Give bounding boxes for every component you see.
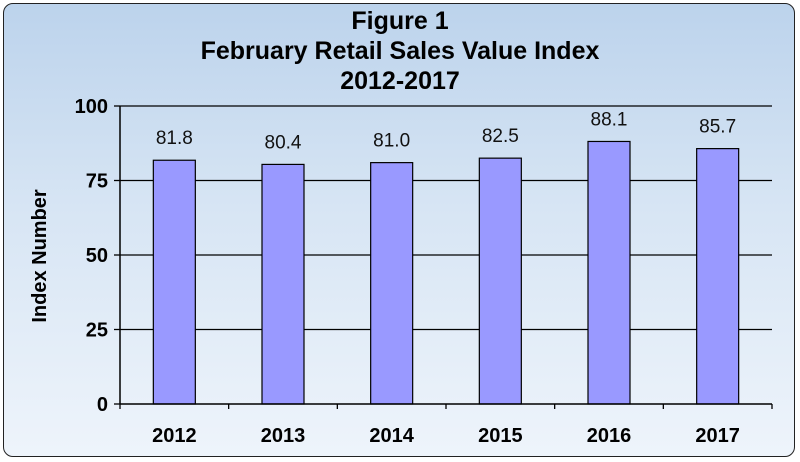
bar-2012 [152,159,196,405]
gridlines [120,105,772,331]
chart-title: Figure 1 [351,7,449,35]
x-tick-labels: 2012 2013 2014 2015 2016 2017 [152,425,740,447]
y-tick-label: 75 [86,171,108,193]
data-label-2017: 85.7 [699,117,736,138]
x-tick-label-2016: 2016 [587,425,632,447]
y-tick-label: 100 [75,96,108,118]
data-labels: 81.8 80.4 81.0 82.5 88.1 85.7 [156,109,736,153]
bar-2017 [696,148,740,405]
chart-subtitle-years: 2012-2017 [340,67,460,95]
bar-2013 [261,163,305,405]
x-tick-label-2013: 2013 [261,425,306,447]
axes [114,105,773,409]
y-tick-labels: 0 25 50 75 100 [75,96,108,416]
data-label-2014: 81.0 [373,131,410,152]
y-axis-title: Index Number [29,189,51,323]
data-label-2016: 88.1 [591,109,628,130]
x-tick-label-2017: 2017 [695,425,740,447]
bar-2016 [587,140,631,405]
data-label-2012: 81.8 [156,128,193,149]
x-tick-label-2014: 2014 [369,425,414,447]
data-label-2013: 80.4 [265,132,302,153]
y-tick-label: 50 [86,245,108,267]
x-tick-label-2015: 2015 [478,425,523,447]
bar-2014 [370,162,414,405]
chart-subtitle: February Retail Sales Value Index [200,37,600,65]
y-tick-label: 0 [97,394,108,416]
x-tick-label-2012: 2012 [152,425,197,447]
chart-title-block: Figure 1 February Retail Sales Value Ind… [0,6,800,96]
bar-2015 [478,157,522,405]
y-tick-label: 25 [86,320,108,342]
data-label-2015: 82.5 [482,126,519,147]
